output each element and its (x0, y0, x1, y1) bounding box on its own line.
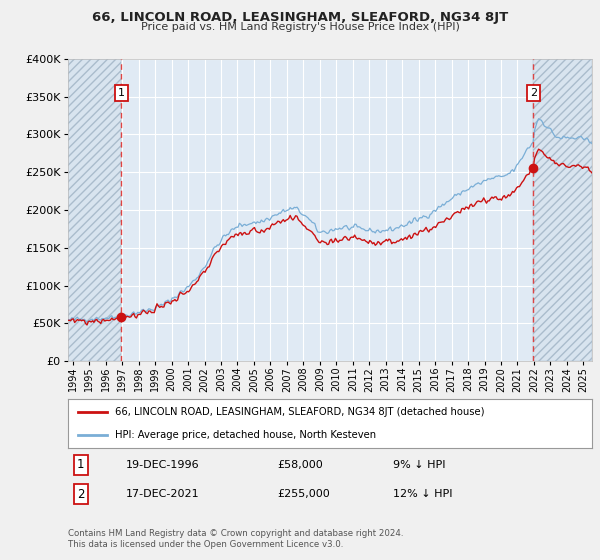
Text: 2: 2 (77, 488, 85, 501)
Text: 19-DEC-1996: 19-DEC-1996 (125, 460, 199, 470)
Text: 9% ↓ HPI: 9% ↓ HPI (392, 460, 445, 470)
Text: 1: 1 (77, 458, 85, 472)
Text: 66, LINCOLN ROAD, LEASINGHAM, SLEAFORD, NG34 8JT (detached house): 66, LINCOLN ROAD, LEASINGHAM, SLEAFORD, … (115, 407, 484, 417)
Bar (533, 59, 592, 361)
Text: £255,000: £255,000 (277, 489, 330, 500)
Text: 17-DEC-2021: 17-DEC-2021 (125, 489, 199, 500)
Text: Contains HM Land Registry data © Crown copyright and database right 2024.: Contains HM Land Registry data © Crown c… (68, 529, 403, 538)
Text: 12% ↓ HPI: 12% ↓ HPI (392, 489, 452, 500)
Text: 66, LINCOLN ROAD, LEASINGHAM, SLEAFORD, NG34 8JT: 66, LINCOLN ROAD, LEASINGHAM, SLEAFORD, … (92, 11, 508, 24)
Text: 1: 1 (118, 88, 125, 98)
Text: £58,000: £58,000 (277, 460, 323, 470)
Text: This data is licensed under the Open Government Licence v3.0.: This data is licensed under the Open Gov… (68, 540, 343, 549)
Text: HPI: Average price, detached house, North Kesteven: HPI: Average price, detached house, Nort… (115, 430, 376, 440)
Text: Price paid vs. HM Land Registry's House Price Index (HPI): Price paid vs. HM Land Registry's House … (140, 22, 460, 32)
Bar (68, 59, 121, 361)
Text: 2: 2 (530, 88, 537, 98)
